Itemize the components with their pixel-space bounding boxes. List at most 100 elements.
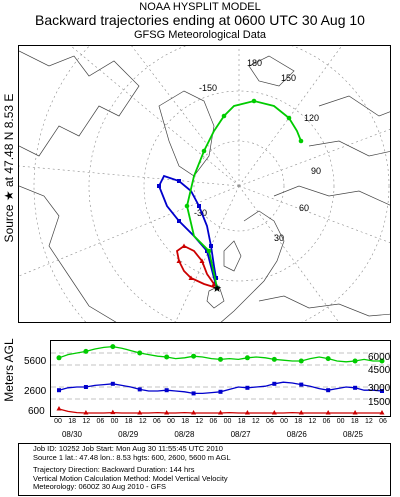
trajectory-high-line	[186, 100, 302, 289]
profile-point	[57, 388, 61, 393]
hour-tick-label: 00	[167, 418, 175, 425]
hour-tick-label: 18	[237, 418, 246, 425]
profile-point	[83, 385, 88, 389]
info-job-line: Job ID: 10252 Job Start: Mon Aug 30 11:5…	[33, 444, 223, 453]
trajectory-point	[184, 203, 190, 209]
trajectory-lines	[157, 98, 304, 291]
trajectory-point	[188, 275, 194, 280]
hour-tick-label: 06	[153, 418, 161, 425]
profile-point	[137, 410, 143, 415]
trajectory-point	[286, 115, 292, 121]
hour-tick-label: 00	[223, 418, 232, 425]
profile-point	[164, 410, 170, 415]
profile-point	[191, 353, 197, 359]
longitude-label: -30	[194, 208, 207, 218]
trajectory-point	[197, 204, 201, 208]
trajectory-point	[214, 276, 218, 280]
map-canvas: -150 180 150 120 90 60 -30 30 ★	[19, 46, 390, 322]
right-level-6000: 6000	[368, 352, 391, 363]
hour-tick-label: 12	[364, 418, 373, 425]
profile-y-axis-label: Meters AGL	[2, 338, 16, 402]
profile-point	[244, 355, 250, 361]
hour-tick-label: 06	[266, 418, 274, 425]
profile-point	[164, 354, 170, 360]
info-method-line: Vertical Motion Calculation Method: Mode…	[33, 473, 228, 483]
profile-point	[272, 381, 277, 386]
date-tick-label: 08/28	[174, 430, 195, 439]
info-meteorology-line: Meteorology: 0600Z 30 Aug 2010 - GFS	[33, 482, 166, 492]
profile-point	[110, 344, 116, 350]
hour-tick-label: 12	[82, 418, 91, 425]
date-tick-label: 08/25	[342, 430, 364, 439]
hour-tick-label: 12	[308, 418, 317, 425]
profile-point	[191, 391, 196, 396]
profile-point	[218, 389, 223, 394]
trajectory-point	[176, 258, 182, 263]
hour-tick-label: 12	[138, 418, 147, 425]
trajectory-point	[177, 219, 181, 223]
trajectory-point	[181, 243, 187, 248]
source-location-label: Source ★ at 47.48 N 8.53 E	[2, 93, 16, 243]
profile-point	[83, 410, 89, 415]
profile-point	[352, 358, 358, 364]
right-level-1500: 1500	[368, 397, 391, 408]
trajectory-low-line	[176, 244, 218, 289]
hour-tick-label: 00	[110, 418, 119, 425]
profile-point	[245, 385, 250, 390]
longitude-label: -150	[199, 83, 217, 93]
profile-point	[379, 410, 385, 415]
profile-point	[218, 356, 223, 362]
model-title: NOAA HYSPLIT MODEL	[139, 1, 261, 13]
altitude-profile	[50, 340, 391, 417]
profile-point	[164, 388, 169, 393]
level-label-5600: 5600	[24, 356, 47, 367]
hour-tick-label: 00	[280, 418, 288, 425]
profile-point	[218, 410, 223, 415]
hour-tick-label: 06	[379, 418, 387, 425]
hour-tick-label: 18	[181, 418, 190, 425]
trajectory-point	[251, 98, 257, 104]
hour-tick-label: 06	[209, 418, 218, 425]
hour-tick-label: 18	[124, 418, 133, 425]
profile-point	[298, 410, 304, 415]
longitude-label: 90	[311, 166, 321, 176]
longitude-label: 180	[247, 58, 262, 68]
right-level-4500: 4500	[368, 365, 391, 376]
profile-point	[110, 381, 115, 386]
source-star-glyph: ★	[212, 282, 222, 295]
profile-point	[299, 382, 304, 387]
longitude-label: 120	[304, 113, 319, 123]
hour-tick-label: 12	[195, 418, 204, 425]
hour-tick-label: 06	[322, 418, 331, 425]
trajectory-title: Backward trajectories ending at 0600 UTC…	[35, 12, 365, 28]
profile-point	[380, 389, 384, 393]
hour-tick-label: 00	[54, 418, 62, 425]
trajectory-point	[157, 184, 161, 188]
meteorology-title: GFSG Meteorological Data	[133, 29, 267, 41]
profile-point	[298, 358, 304, 364]
job-info-box: Job ID: 10252 Job Start: Mon Aug 30 11:5…	[18, 443, 391, 496]
profile-point	[56, 406, 62, 411]
profile-point	[137, 350, 143, 356]
info-direction-line: Trajectory Direction: Backward Duration:…	[33, 465, 195, 475]
trajectory-point	[199, 258, 205, 263]
level-label-600: 600	[28, 406, 45, 417]
trajectory-point	[209, 244, 213, 248]
profile-point	[326, 388, 331, 393]
profile-point	[191, 410, 197, 415]
profile-point	[56, 355, 62, 361]
date-tick-label: 08/27	[230, 430, 251, 439]
info-source-line: Source 1 lat.: 47.48 lon.: 8.53 hgts: 60…	[33, 452, 231, 462]
meridian-lines	[19, 46, 390, 322]
date-axis: 08/30 08/29 08/28 08/27 08/26 08/25	[50, 430, 391, 442]
longitude-label: 150	[281, 73, 296, 83]
profile-point	[110, 409, 116, 415]
profile-point	[325, 356, 331, 362]
profile-point	[353, 385, 358, 390]
profile-point	[244, 410, 250, 415]
profile-point	[137, 387, 142, 392]
profile-point	[271, 410, 277, 415]
profile-point	[379, 358, 385, 364]
longitude-label: 60	[299, 203, 309, 213]
trajectory-mid-line	[158, 174, 218, 289]
